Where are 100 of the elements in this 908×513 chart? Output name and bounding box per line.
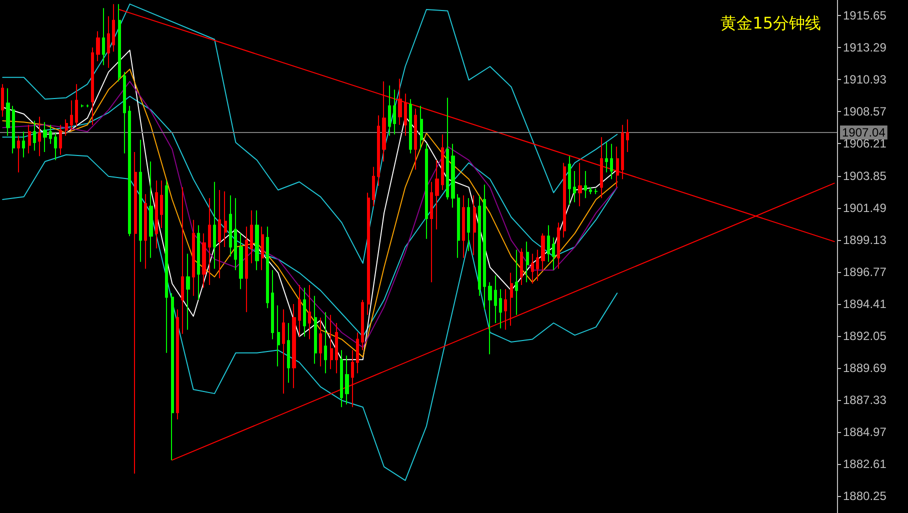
candlestick [425,143,428,240]
candlestick [70,100,73,131]
y-tick-label: 1892.05 [843,328,887,343]
candlestick [420,105,423,150]
candlestick [59,124,62,156]
candlestick [568,156,571,206]
candlestick [589,186,592,195]
candlestick [441,134,444,190]
y-tick-label: 1894.41 [843,296,887,311]
candlestick [229,194,232,257]
candlestick [504,288,507,330]
y-tick-label: 1906.21 [843,136,887,151]
candlestick [250,210,253,264]
candlestick [335,322,338,374]
candlestick [218,190,221,279]
candlestick [224,190,227,248]
candlestick [298,284,301,338]
candlestick [319,317,322,367]
candlestick [28,124,31,154]
candlestick [552,237,555,271]
candlestick [165,180,168,354]
candlestick [584,170,587,199]
candlestick [377,114,380,186]
candlestick [483,184,486,310]
candlestick [139,139,142,262]
candlestick [292,304,296,389]
candlestick [33,120,36,152]
candlestick [330,314,333,370]
candlestick [123,71,126,154]
ref-line-label: 1907.04 [842,125,886,140]
candlestick [261,226,264,271]
candlestick [356,332,359,374]
candlestick [271,270,274,340]
candlestick [388,85,391,136]
candlestick [213,181,216,270]
candlestick [520,248,523,286]
candlestick [398,78,402,126]
candlestick [107,16,110,68]
candlestick [430,181,433,283]
candlestick [515,249,518,316]
candlestick [526,241,529,283]
candlestick [594,188,598,195]
candlestick [382,80,386,162]
candlestick [186,253,190,330]
candlestick [414,108,417,170]
candlestick [12,105,15,154]
text: 黄金15分钟线 [720,14,821,32]
candlestick [573,170,576,203]
candlestick [367,192,370,316]
candlestick [43,122,47,152]
candlestick [102,8,105,66]
candlestick [255,210,259,271]
candlestick [557,222,560,270]
candlestick [345,355,349,405]
candlestick [372,166,375,207]
candlestick [38,116,41,157]
candlestick [616,146,619,188]
candlestick [22,131,25,158]
y-tick-label: 1880.25 [843,489,887,504]
candlestick [6,88,10,136]
candlestick [446,97,449,200]
candlestick [118,4,121,82]
candlestick [393,89,396,135]
y-tick-label: 1899.13 [843,232,887,247]
candlestick [600,136,603,199]
candlestick [1,84,4,118]
candlestick [91,47,94,126]
candlestick [488,282,492,355]
candlestick [605,142,608,173]
candlestick [144,194,147,270]
candlestick [176,308,179,420]
candlestick [49,124,52,144]
line-series [2,154,618,481]
y-tick-label: 1884.97 [843,424,887,439]
candlestick [462,194,465,258]
candlestick [499,288,502,329]
candlestick [277,304,280,367]
candlestick [155,180,158,249]
candlestick [563,162,566,238]
candlestick [303,287,306,338]
candlestick [308,284,311,340]
candlestick [171,292,174,461]
candlestick [314,295,317,364]
candlestick [134,152,137,474]
candlestick [404,93,407,136]
y-tick-label: 1903.85 [843,168,887,183]
y-tick-label: 1887.33 [843,392,887,407]
candlestick [541,232,545,271]
candlestick [457,194,460,258]
candlestick [473,194,476,256]
candlestick [245,226,248,313]
candlestick [96,30,100,62]
candlestick [340,350,343,408]
y-tick-label: 1901.49 [843,200,887,215]
y-tick-label: 1915.65 [843,8,887,23]
candlestick [610,143,613,180]
candlestick [351,350,354,408]
candlestick [510,272,513,326]
candlestick [65,118,68,136]
candlestick [547,224,550,262]
